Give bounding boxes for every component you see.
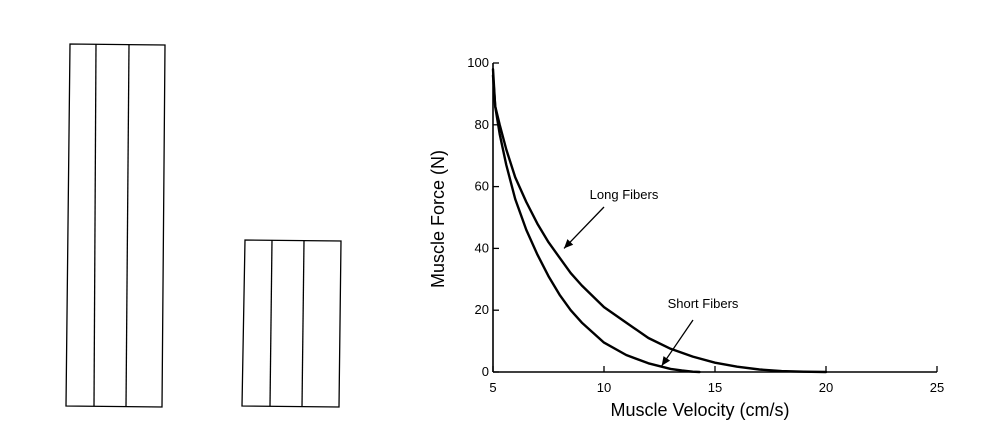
x-tick-label: 20 <box>819 380 833 395</box>
short-muscle-fiber-line <box>301 240 305 408</box>
x-tick-label: 25 <box>930 380 944 395</box>
x-tick-label: 10 <box>597 380 611 395</box>
y-tick-label: 20 <box>475 302 489 317</box>
series-line-long-fibers <box>491 74 828 374</box>
y-tick-label: 60 <box>475 179 489 194</box>
y-axis-label: Muscle Force (N) <box>428 150 448 288</box>
series-line-short-fibers <box>491 68 701 374</box>
y-tick-label: 0 <box>482 364 489 379</box>
x-tick-label: 15 <box>708 380 722 395</box>
x-axis-ticks: 5 10 15 20 25 <box>489 366 944 395</box>
long-muscle-fiber-line <box>93 43 97 407</box>
annotation-arrowhead-short-fibers <box>661 356 671 366</box>
force-velocity-chart: 0 20 40 60 80 100 5 10 15 20 25 Long Fibers Short … <box>428 55 944 420</box>
y-tick-label: 80 <box>475 117 489 132</box>
short-muscle-fiber-line <box>269 239 273 407</box>
annotation-layer: Long Fibers Short Fibers <box>563 187 739 367</box>
annotation-label-short-fibers: Short Fibers <box>668 296 739 311</box>
y-axis-ticks: 0 20 40 60 80 100 <box>467 55 499 379</box>
long-muscle-fiber-line <box>125 44 130 408</box>
y-tick-label: 100 <box>467 55 489 70</box>
annotation-arrow-line-short-fibers <box>661 319 694 367</box>
y-tick-label: 40 <box>475 240 489 255</box>
short-muscle-outline <box>241 239 342 408</box>
annotation-arrow-line-long-fibers <box>563 206 605 249</box>
short-fiber-muscle-illustration <box>241 239 342 408</box>
long-fiber-muscle-illustration <box>65 43 166 408</box>
x-tick-label: 5 <box>489 380 496 395</box>
x-axis-label: Muscle Velocity (cm/s) <box>610 400 789 420</box>
annotation-arrowhead-long-fibers <box>564 239 574 249</box>
long-muscle-outline <box>65 43 166 408</box>
series-layer <box>491 68 828 374</box>
annotation-label-long-fibers: Long Fibers <box>590 187 659 202</box>
